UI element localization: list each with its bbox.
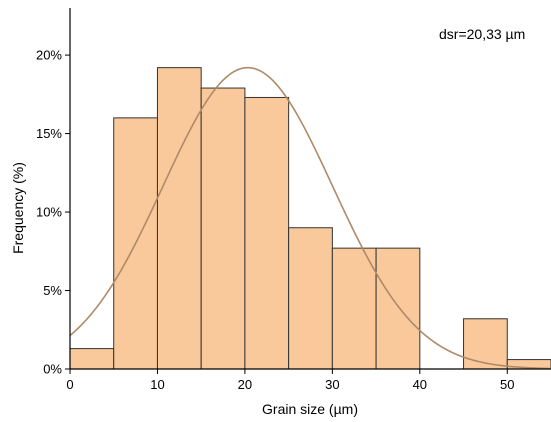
y-tick-label: 15% bbox=[36, 126, 62, 141]
histogram-bar-3 bbox=[200, 87, 246, 370]
mean-diameter-annotation: dsr=20,33 µm bbox=[439, 26, 525, 42]
histogram-bar-9 bbox=[463, 318, 508, 370]
axes bbox=[69, 8, 551, 370]
x-tick-label: 30 bbox=[325, 377, 339, 392]
histogram-bar-7 bbox=[375, 247, 421, 370]
histogram-bar-0 bbox=[69, 348, 115, 370]
x-tick-label: 40 bbox=[413, 377, 427, 392]
y-tick-label: 20% bbox=[36, 48, 62, 63]
y-axis-label: Frequency (%) bbox=[10, 162, 26, 254]
x-tick-label: 10 bbox=[150, 377, 164, 392]
histogram-bar-5 bbox=[288, 227, 333, 370]
x-axis-ticks: 0 10 20 30 40 50 bbox=[66, 369, 515, 392]
histogram-bar-6 bbox=[331, 247, 377, 370]
x-axis-label: Grain size (µm) bbox=[262, 401, 358, 417]
histogram-bars bbox=[69, 67, 551, 370]
y-axis-ticks: 0% 5% 10% 15% 20% bbox=[36, 48, 70, 377]
x-tick-label: 0 bbox=[66, 377, 73, 392]
y-tick-label: 5% bbox=[43, 283, 62, 298]
y-tick-label: 10% bbox=[36, 205, 62, 220]
x-tick-label: 20 bbox=[238, 377, 252, 392]
x-tick-label: 50 bbox=[500, 377, 514, 392]
normal-fit-curve bbox=[69, 66, 551, 370]
y-tick-label: 0% bbox=[43, 362, 62, 377]
histogram-bar-2 bbox=[156, 67, 202, 370]
histogram-bar-4 bbox=[244, 96, 290, 370]
